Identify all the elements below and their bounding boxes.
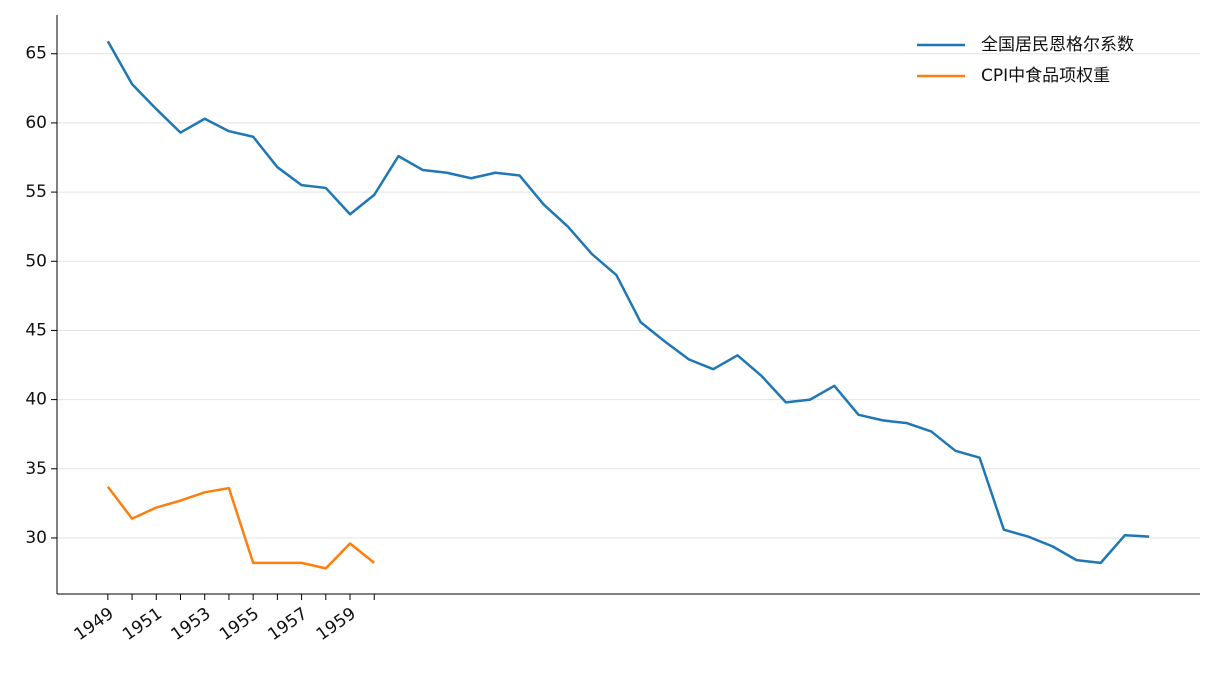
x-tick-label: 1951: [119, 604, 166, 645]
legend-label: 全国居民恩格尔系数: [981, 35, 1134, 55]
x-tick-label: 1959: [313, 604, 360, 645]
x-tick-label: 1949: [71, 604, 118, 645]
y-tick-label: 30: [25, 528, 47, 548]
legend-label: CPI中食品项权重: [981, 66, 1110, 86]
series-line: [106, 486, 376, 570]
x-tick-label: 1957: [264, 604, 311, 645]
y-tick-label: 45: [25, 320, 47, 340]
series-line: [106, 40, 1150, 565]
y-tick-label: 65: [25, 44, 47, 64]
y-tick-label: 60: [25, 113, 47, 133]
x-tick-label: 1953: [168, 604, 215, 645]
x-tick-label: 1955: [216, 604, 263, 645]
y-tick-label: 50: [25, 251, 47, 271]
y-tick-label: 35: [25, 459, 47, 479]
y-tick-label: 55: [25, 182, 47, 202]
y-tick-label: 40: [25, 390, 47, 410]
